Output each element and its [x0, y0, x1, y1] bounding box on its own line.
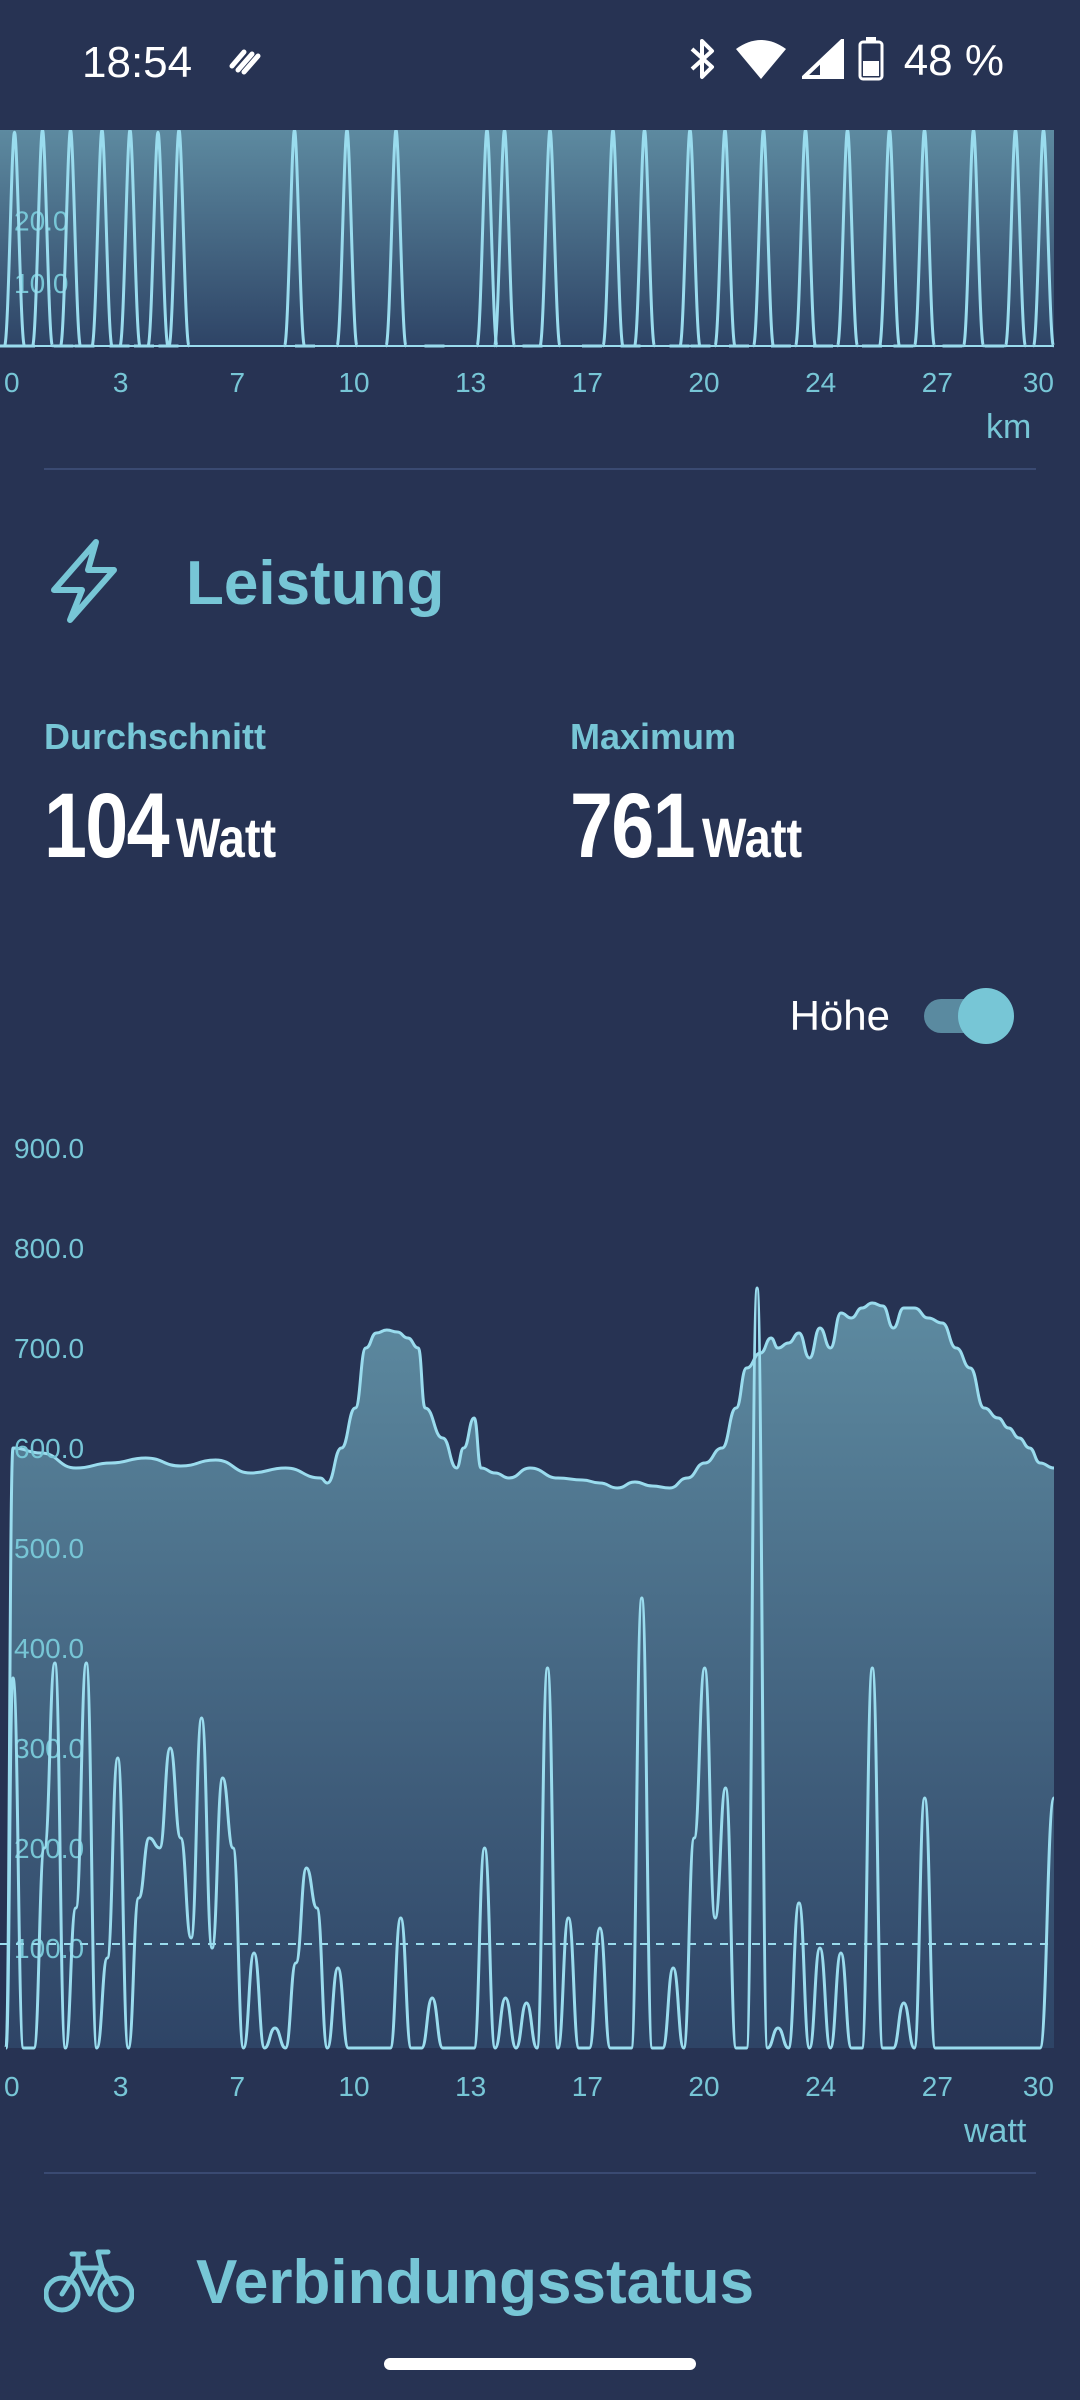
notification-app-icon	[228, 46, 264, 80]
speed-line-segment	[146, 130, 170, 348]
elevation-toggle-row[interactable]: Höhe	[790, 988, 1014, 1044]
x-tick-label: 20	[688, 367, 719, 398]
x-tick-label: 20	[688, 2071, 719, 2102]
average-power-stat: Durchschnitt 104 Watt	[44, 716, 295, 879]
average-label: Durchschnitt	[44, 716, 267, 757]
speed-line-segment	[283, 128, 306, 348]
x-tick-label: 27	[922, 367, 953, 398]
average-value: 104	[44, 775, 170, 877]
toggle-thumb	[958, 988, 1014, 1044]
x-tick-label: 13	[455, 2071, 486, 2102]
speed-line-segment	[90, 128, 114, 348]
speed-chart-unit: km	[986, 408, 1032, 446]
power-chart: 100.0 200.0 300.0 400.0 500.0 600.0 700.0 800.0…	[0, 1100, 1080, 2114]
bicycle-icon	[43, 2240, 135, 2324]
speed-line-segment	[118, 128, 142, 348]
speed-line-segment	[878, 128, 901, 348]
x-tick-label: 24	[805, 2071, 836, 2102]
y-tick-label: 200.0	[14, 1833, 84, 1864]
power-section-title: Leistung	[186, 548, 445, 618]
y-tick-label: 600.0	[14, 1433, 84, 1464]
speed-line-segment	[493, 128, 516, 348]
cell-signal-icon	[798, 36, 844, 83]
x-tick-label: 10	[338, 367, 369, 398]
y-tick-label: 500.0	[14, 1533, 84, 1564]
battery-percent: 48 %	[903, 36, 1004, 85]
speed-chart: 10.0 20.0 0 3 7 10 13 17 20 24 27 30	[0, 128, 1080, 404]
elevation-toggle-label: Höhe	[789, 992, 890, 1039]
x-tick-label: 0	[4, 2071, 20, 2102]
x-tick-label: 30	[1023, 2071, 1054, 2102]
speed-line-segment	[794, 128, 817, 348]
x-tick-label: 3	[113, 2071, 129, 2102]
connection-section-header[interactable]: Verbindungsstatus	[43, 2240, 755, 2324]
y-tick-label: 400.0	[14, 1633, 84, 1664]
x-tick-label: 30	[1023, 367, 1054, 398]
speed-line-segment	[601, 128, 625, 348]
speed-line-segment	[31, 128, 54, 348]
elevation-toggle-switch[interactable]	[924, 988, 1014, 1044]
speed-line-segment	[962, 128, 985, 348]
speed-line-segment	[3, 130, 26, 348]
speed-line-segment	[752, 128, 775, 348]
speed-line-segment	[1004, 128, 1027, 348]
speed-line-segment	[335, 128, 359, 348]
elevation-area	[6, 1303, 1054, 2048]
speed-line-segment	[633, 128, 656, 348]
speed-line-segment	[475, 128, 499, 348]
speed-line-segment	[384, 128, 408, 348]
speed-line-segment	[913, 128, 936, 348]
maximum-power-stat: Maximum 761 Watt	[570, 716, 821, 879]
x-tick-label: 10	[338, 2071, 369, 2102]
power-section-header: Leistung	[44, 536, 444, 630]
connection-section-title: Verbindungsstatus	[196, 2247, 755, 2317]
section-divider	[44, 468, 1036, 470]
y-tick-label: 10.0	[14, 268, 69, 299]
status-time: 18:54	[82, 38, 193, 87]
speed-line-segment	[678, 128, 702, 348]
x-tick-label: 13	[455, 367, 486, 398]
speed-line-segment	[538, 128, 562, 348]
maximum-value: 761	[570, 775, 696, 877]
battery-icon	[858, 37, 884, 85]
x-tick-label: 17	[572, 367, 603, 398]
x-tick-label: 17	[572, 2071, 603, 2102]
power-line	[4, 1286, 1056, 2050]
speed-line-segment	[167, 128, 191, 348]
y-tick-label: 700.0	[14, 1333, 84, 1364]
wifi-icon	[734, 39, 788, 83]
speed-line-segment	[1032, 128, 1055, 348]
lightning-icon	[44, 536, 124, 630]
x-tick-label: 3	[113, 367, 129, 398]
x-tick-label: 7	[230, 367, 246, 398]
status-icons: 48 %	[686, 36, 1004, 86]
status-bar: 18:54 48 %	[0, 0, 1080, 130]
y-tick-label: 900.0	[14, 1133, 84, 1164]
power-chart-unit: watt	[964, 2112, 1027, 2150]
maximum-label: Maximum	[570, 716, 737, 757]
speed-line-segment	[836, 128, 859, 348]
speed-line-segment	[713, 128, 737, 348]
y-tick-label: 20.0	[14, 205, 69, 236]
home-indicator[interactable]	[384, 2358, 696, 2370]
y-tick-label: 800.0	[14, 1233, 84, 1264]
speed-line-segment	[59, 128, 82, 348]
section-divider	[44, 2172, 1036, 2174]
x-tick-label: 24	[805, 367, 836, 398]
x-tick-label: 7	[230, 2071, 246, 2102]
maximum-unit: Watt	[701, 806, 802, 869]
x-tick-label: 27	[922, 2071, 953, 2102]
bluetooth-icon	[686, 37, 720, 85]
average-unit: Watt	[175, 806, 276, 869]
elevation-line	[4, 1301, 1055, 2050]
x-tick-label: 0	[4, 367, 20, 398]
